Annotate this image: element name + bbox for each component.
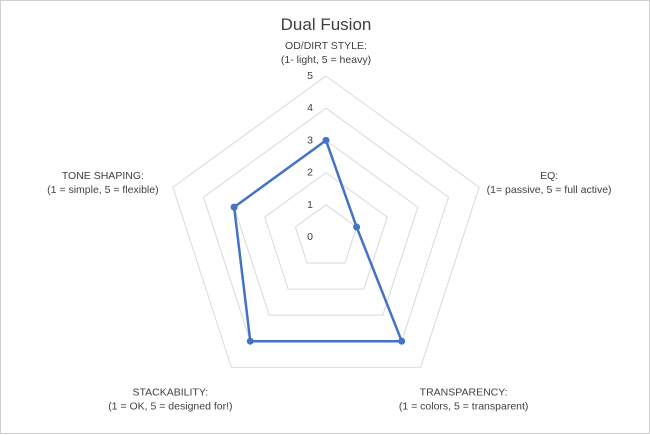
series-layer	[230, 136, 406, 345]
category-label-line1: OD/DIRT STYLE:	[285, 40, 367, 52]
series-line	[232, 139, 403, 343]
data-point-4	[230, 203, 238, 211]
grid-ring-5	[172, 75, 480, 368]
data-point-0	[322, 136, 330, 144]
category-label-line2: (1 = OK, 5 = designed for!)	[108, 400, 232, 412]
grid-ring-1	[294, 204, 358, 264]
category-label-line1: TRANSPARENCY:	[420, 386, 508, 398]
category-label-3: STACKABILITY: (1 = OK, 5 = designed for!)	[108, 386, 232, 412]
data-point-2	[398, 337, 406, 345]
chart-title: Dual Fusion	[281, 15, 372, 34]
category-label-line2: (1- light, 5 = heavy)	[281, 54, 371, 66]
tick-label-3: 3	[307, 134, 313, 146]
radial-tick-labels: 0 1 2 3 4 5	[307, 70, 313, 243]
category-label-line2: (1= passive, 5 = full active)	[487, 184, 612, 196]
data-point-3	[246, 337, 254, 345]
category-label-1: EQ: (1= passive, 5 = full active)	[487, 170, 612, 196]
category-label-line1: EQ:	[540, 170, 558, 182]
tick-label-4: 4	[307, 102, 313, 114]
category-label-line1: STACKABILITY:	[133, 386, 209, 398]
radar-grid	[172, 75, 480, 368]
category-label-line2: (1 = simple, 5 = flexible)	[47, 184, 158, 196]
grid-ring-2	[264, 171, 388, 290]
category-label-2: TRANSPARENCY: (1 = colors, 5 = transparen…	[399, 386, 529, 412]
tick-label-1: 1	[307, 199, 313, 211]
category-labels: OD/DIRT STYLE: (1- light, 5 = heavy) EQ: (1…	[47, 40, 611, 412]
category-label-4: TONE SHAPING: (1 = simple, 5 = flexible)	[47, 170, 158, 196]
category-label-line1: TONE SHAPING:	[62, 170, 144, 182]
data-point-1	[353, 223, 361, 231]
tick-label-5: 5	[307, 70, 313, 82]
category-label-0: OD/DIRT STYLE: (1- light, 5 = heavy)	[281, 40, 371, 66]
tick-label-2: 2	[307, 167, 313, 179]
category-label-line2: (1 = colors, 5 = transparent)	[399, 400, 529, 412]
tick-label-0: 0	[307, 231, 313, 243]
